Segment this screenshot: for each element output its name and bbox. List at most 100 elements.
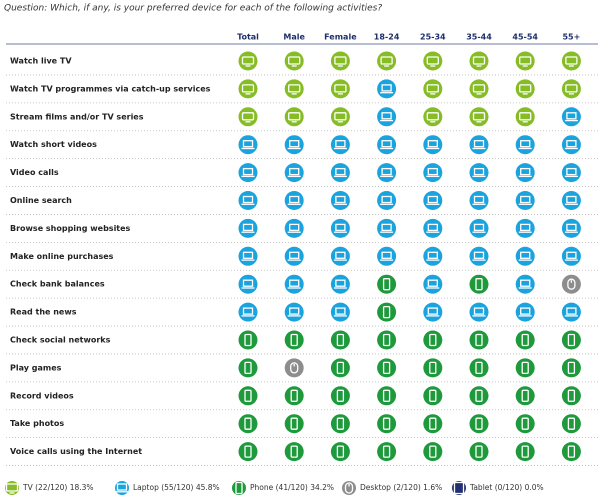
phone-glyph	[429, 445, 437, 458]
icon-circle	[284, 163, 304, 183]
laptop-glyph	[242, 307, 254, 315]
icon-circle	[238, 414, 258, 434]
phone-glyph	[521, 389, 529, 402]
device-icon	[469, 51, 489, 71]
device-icon	[238, 414, 258, 434]
icon-circle	[423, 442, 443, 462]
tv-glyph	[565, 84, 578, 93]
device-icon	[469, 358, 489, 378]
icon-circle	[377, 246, 397, 266]
icon-circle	[515, 246, 535, 266]
device-icon	[423, 191, 443, 210]
laptop-glyph	[242, 140, 254, 148]
icon-circle	[469, 442, 489, 462]
icon-circle	[330, 386, 350, 406]
phone-glyph	[429, 361, 437, 375]
icon-circle	[561, 163, 581, 183]
phone-glyph	[244, 445, 252, 458]
icon-circle	[238, 302, 258, 322]
icon-circle	[377, 414, 397, 434]
device-icon	[330, 163, 350, 183]
phone-glyph	[244, 417, 252, 430]
mouse-glyph	[344, 482, 354, 494]
icon-circle	[469, 302, 489, 322]
laptop-glyph	[427, 167, 438, 176]
icon-circle	[515, 442, 535, 462]
icon-circle	[330, 330, 350, 350]
tv-glyph	[288, 112, 301, 121]
device-icon	[561, 51, 581, 71]
row-label: Browse shopping websites	[10, 224, 131, 233]
laptop-glyph	[427, 195, 438, 204]
icon-circle	[284, 358, 304, 378]
device-icon	[423, 274, 443, 294]
icon-circle	[561, 51, 581, 71]
tv-glyph	[426, 84, 439, 93]
phone-glyph	[290, 445, 298, 458]
device-icon	[377, 51, 397, 71]
device-icon	[377, 163, 397, 183]
tv-glyph	[519, 112, 532, 121]
laptop-glyph	[381, 223, 392, 232]
device-icon	[330, 302, 350, 322]
device-icon	[377, 107, 397, 127]
device-icon	[515, 135, 535, 155]
icon-circle	[423, 107, 443, 127]
laptop-glyph	[427, 307, 438, 315]
device-icon	[330, 330, 350, 350]
icon-circle	[377, 330, 397, 350]
legend-label: Desktop (2/120) 1.6%	[360, 483, 442, 492]
laptop-glyph	[242, 223, 254, 232]
tv-glyph	[472, 56, 486, 65]
tv-glyph	[519, 56, 532, 65]
icon-circle	[238, 246, 258, 266]
device-icon	[561, 79, 581, 99]
icon-circle	[469, 51, 489, 71]
device-icon	[238, 302, 258, 322]
row-label: Record videos	[10, 391, 74, 400]
tv-glyph	[472, 84, 486, 93]
icon-circle	[377, 218, 397, 238]
device-icon	[284, 107, 304, 127]
icon-circle	[377, 107, 397, 127]
icon-circle	[423, 246, 443, 266]
laptop-glyph	[427, 251, 438, 259]
icon-circle	[469, 414, 489, 434]
phone-glyph	[453, 481, 465, 495]
icon-circle	[238, 191, 258, 210]
icon-circle	[561, 218, 581, 238]
icon-circle	[423, 274, 443, 294]
device-icon	[377, 442, 397, 462]
device-icon	[561, 218, 581, 238]
icon-circle	[561, 79, 581, 99]
phone-glyph	[475, 361, 483, 375]
device-icon	[377, 79, 397, 99]
device-icon	[330, 51, 350, 71]
icon-circle	[515, 135, 535, 155]
icon-circle	[469, 330, 489, 350]
icon-circle	[238, 442, 258, 462]
device-icon	[377, 386, 397, 406]
device-icon	[423, 135, 443, 155]
laptop-glyph	[520, 307, 531, 315]
device-icon	[469, 218, 489, 238]
icon-circle	[377, 442, 397, 462]
device-icon	[423, 358, 443, 378]
device-icon	[330, 246, 350, 266]
icon-circle	[284, 246, 304, 266]
device-icon	[469, 163, 489, 183]
device-icon	[469, 414, 489, 434]
icon-circle	[330, 302, 350, 322]
device-icon	[515, 191, 535, 210]
icon-circle	[423, 358, 443, 378]
icon-circle	[377, 386, 397, 406]
device-icon	[469, 135, 489, 155]
device-icon	[238, 358, 258, 378]
icon-circle	[561, 302, 581, 322]
icon-circle	[515, 163, 535, 183]
icon-circle	[469, 191, 489, 210]
column-header: Male	[283, 33, 305, 42]
icon-circle	[330, 51, 350, 71]
icon-circle	[423, 79, 443, 99]
